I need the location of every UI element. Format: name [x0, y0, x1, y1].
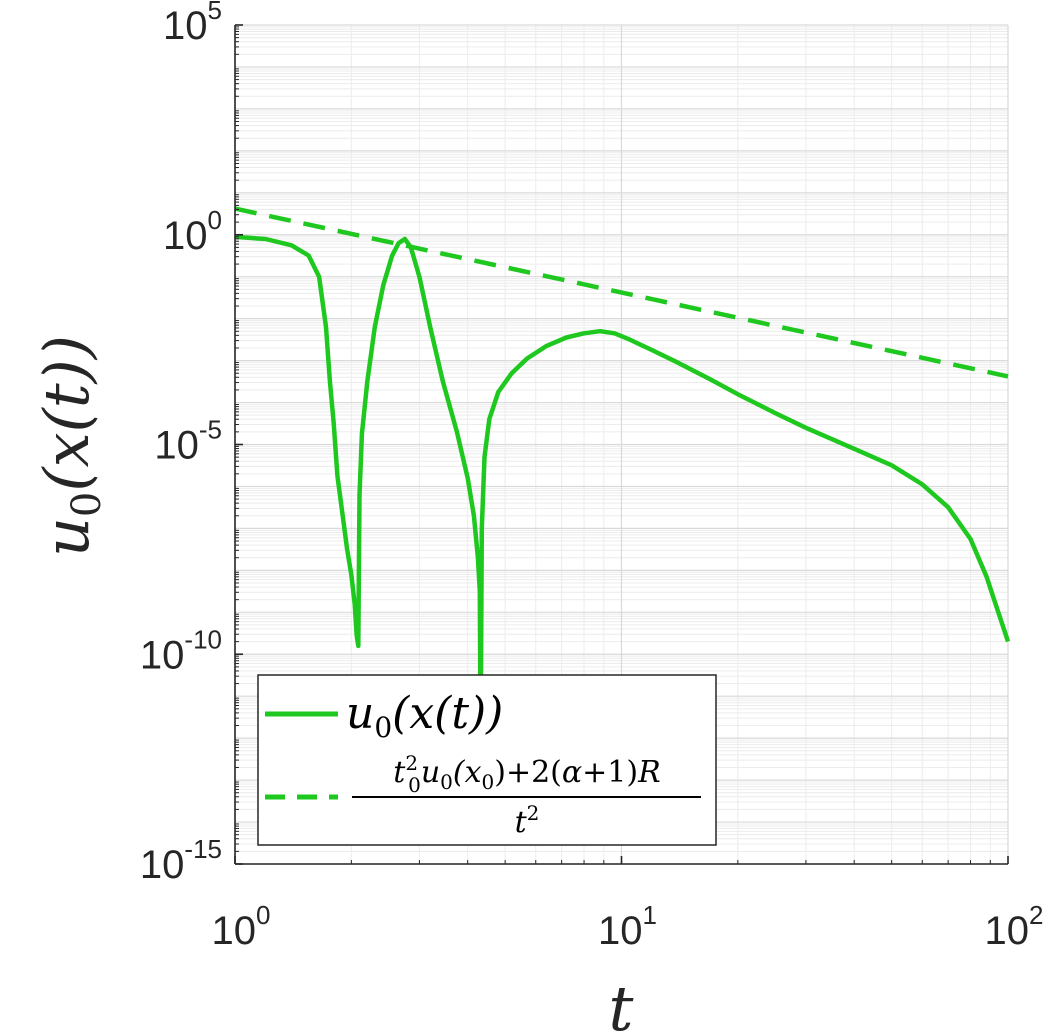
axes-frame: [234, 24, 1009, 865]
tick-labels: 105 100 10-5 10-10 10-15 100 101 102: [140, 0, 1044, 953]
legend: u0(x(t)) t2 0u0(x0)+2(α+1)R t2: [257, 674, 717, 846]
legend-label-u0: u0(x(t)): [346, 688, 503, 744]
x-tick-label: 100: [212, 900, 271, 953]
y-axis-label: u0(x(t)): [30, 335, 110, 557]
y-tick-label: 10-10: [140, 624, 222, 677]
y-tick-label: 105: [163, 0, 222, 48]
grid: [234, 24, 1009, 865]
y-axis-label-rest: (x(t)): [30, 335, 103, 492]
series-bound-dashed-line: [234, 206, 1009, 379]
svg-text:u0(x(t)): u0(x(t)): [346, 688, 503, 744]
legend-label-bound: t2 0u0(x0)+2(α+1)R t2: [352, 751, 701, 840]
series-layer: [234, 206, 1011, 745]
x-tick-label: 101: [598, 900, 657, 953]
y-tick-label: 100: [163, 205, 222, 258]
y-axis-label-u: u: [30, 517, 103, 557]
y-tick-label: 10-5: [154, 415, 222, 468]
legend-numerator: t2 0u0(x0)+2(α+1)R: [393, 751, 660, 797]
x-axis-label: t: [609, 972, 634, 1035]
legend-denominator: t2: [515, 801, 540, 840]
x-tick-label: 102: [985, 900, 1044, 953]
y-tick-label: 10-15: [140, 834, 222, 887]
legend-box: [257, 674, 717, 846]
svg-text:u0(x(t)): u0(x(t)): [30, 335, 110, 557]
y-axis-label-sub: 0: [64, 492, 110, 517]
series-u0-line: [234, 234, 1011, 745]
